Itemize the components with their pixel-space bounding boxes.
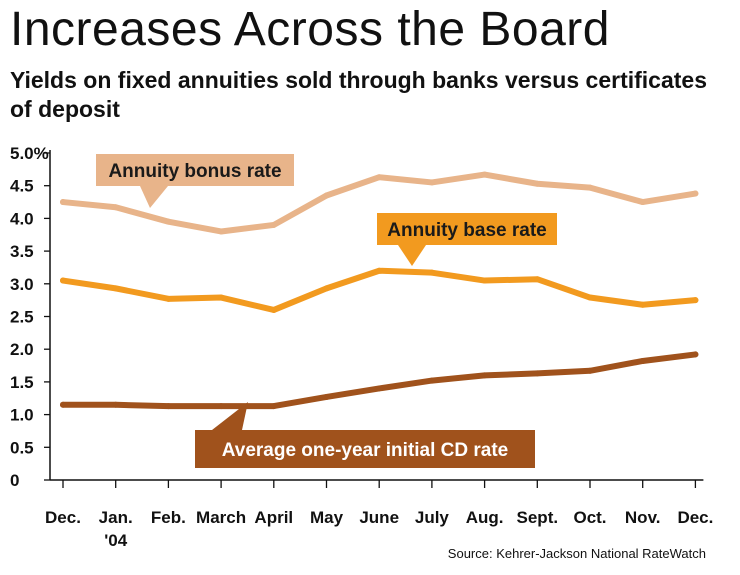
x-tick-label: Dec.: [677, 508, 713, 527]
data-point: [112, 204, 119, 211]
data-point: [323, 285, 330, 292]
data-point: [323, 192, 330, 199]
y-tick-label: 0.5: [10, 438, 34, 457]
label-annuity-base-rate: Annuity base rate: [387, 220, 546, 241]
y-tick-label: 3.0: [10, 275, 34, 294]
y-tick-label: 4.5: [10, 177, 34, 196]
chart-subtitle: Yields on fixed annuities sold through b…: [10, 67, 707, 122]
x-tick-label: March: [196, 508, 246, 527]
data-point: [165, 403, 172, 410]
data-point: [428, 377, 435, 384]
x-tick-label: Oct.: [573, 508, 606, 527]
data-point: [639, 301, 646, 308]
data-point: [165, 218, 172, 225]
data-point: [376, 267, 383, 274]
data-point: [639, 199, 646, 206]
data-point: [60, 277, 66, 284]
data-point: [481, 171, 488, 178]
data-point: [692, 190, 699, 197]
data-point: [376, 385, 383, 392]
data-point: [60, 199, 66, 206]
label-annuity-bonus-rate-pointer: [140, 186, 168, 208]
y-tick-label: 1.5: [10, 373, 34, 392]
series-line-annuity-base: [60, 267, 699, 313]
x-tick-label: Nov.: [625, 508, 661, 527]
y-tick-label: 0: [10, 471, 19, 490]
data-point: [428, 179, 435, 186]
data-point: [534, 370, 541, 377]
data-point: [376, 174, 383, 181]
data-point: [587, 294, 593, 301]
x-tick-label: June: [359, 508, 399, 527]
data-point: [270, 221, 277, 228]
data-point: [692, 297, 699, 304]
x-tick-label: Jan.: [99, 508, 133, 527]
data-point: [323, 393, 330, 400]
data-point: [481, 372, 488, 379]
label-cd-rate-box: [195, 430, 535, 468]
data-point: [218, 294, 225, 301]
y-tick-label: 5.0%: [10, 144, 49, 163]
y-tick-label: 1.0: [10, 406, 34, 425]
x-tick-label: May: [310, 508, 344, 527]
data-point: [112, 401, 119, 408]
label-annuity-bonus-rate: Annuity bonus rate: [108, 161, 281, 182]
data-point: [218, 403, 225, 410]
data-point: [481, 277, 488, 284]
source-note: Source: Kehrer-Jackson National RateWatc…: [448, 546, 706, 561]
x-tick-label: Dec.: [45, 508, 81, 527]
data-point: [587, 184, 593, 191]
x-tick-label: July: [415, 508, 450, 527]
y-tick-label: 3.5: [10, 242, 34, 261]
series-line-cd-rate: [60, 351, 699, 410]
label-annuity-bonus-rate-box: [96, 154, 294, 186]
data-point: [428, 269, 435, 276]
data-point: [112, 285, 119, 292]
data-point: [218, 228, 225, 235]
label-cd-rate: Average one-year initial CD rate: [222, 440, 509, 461]
label-cd-rate-pointer: [212, 402, 248, 430]
x-tick-label: Sept.: [517, 508, 559, 527]
data-point: [692, 351, 699, 358]
chart-title: Increases Across the Board: [10, 3, 610, 56]
data-point: [639, 357, 646, 364]
x-tick-sublabel: '04: [104, 531, 127, 550]
y-tick-label: 2.5: [10, 308, 34, 327]
label-annuity-base-rate-box: [377, 213, 557, 245]
data-point: [534, 276, 541, 283]
y-tick-label: 4.0: [10, 209, 34, 228]
x-tick-label: Aug.: [466, 508, 504, 527]
data-point: [165, 295, 172, 302]
x-tick-label: Feb.: [151, 508, 186, 527]
data-point: [270, 306, 277, 313]
label-annuity-base-rate-pointer: [398, 245, 426, 266]
x-tick-label: April: [254, 508, 293, 527]
data-point: [534, 180, 541, 187]
y-tick-label: 2.0: [10, 340, 34, 359]
data-point: [270, 403, 277, 410]
data-point: [60, 401, 66, 408]
data-point: [587, 367, 593, 374]
